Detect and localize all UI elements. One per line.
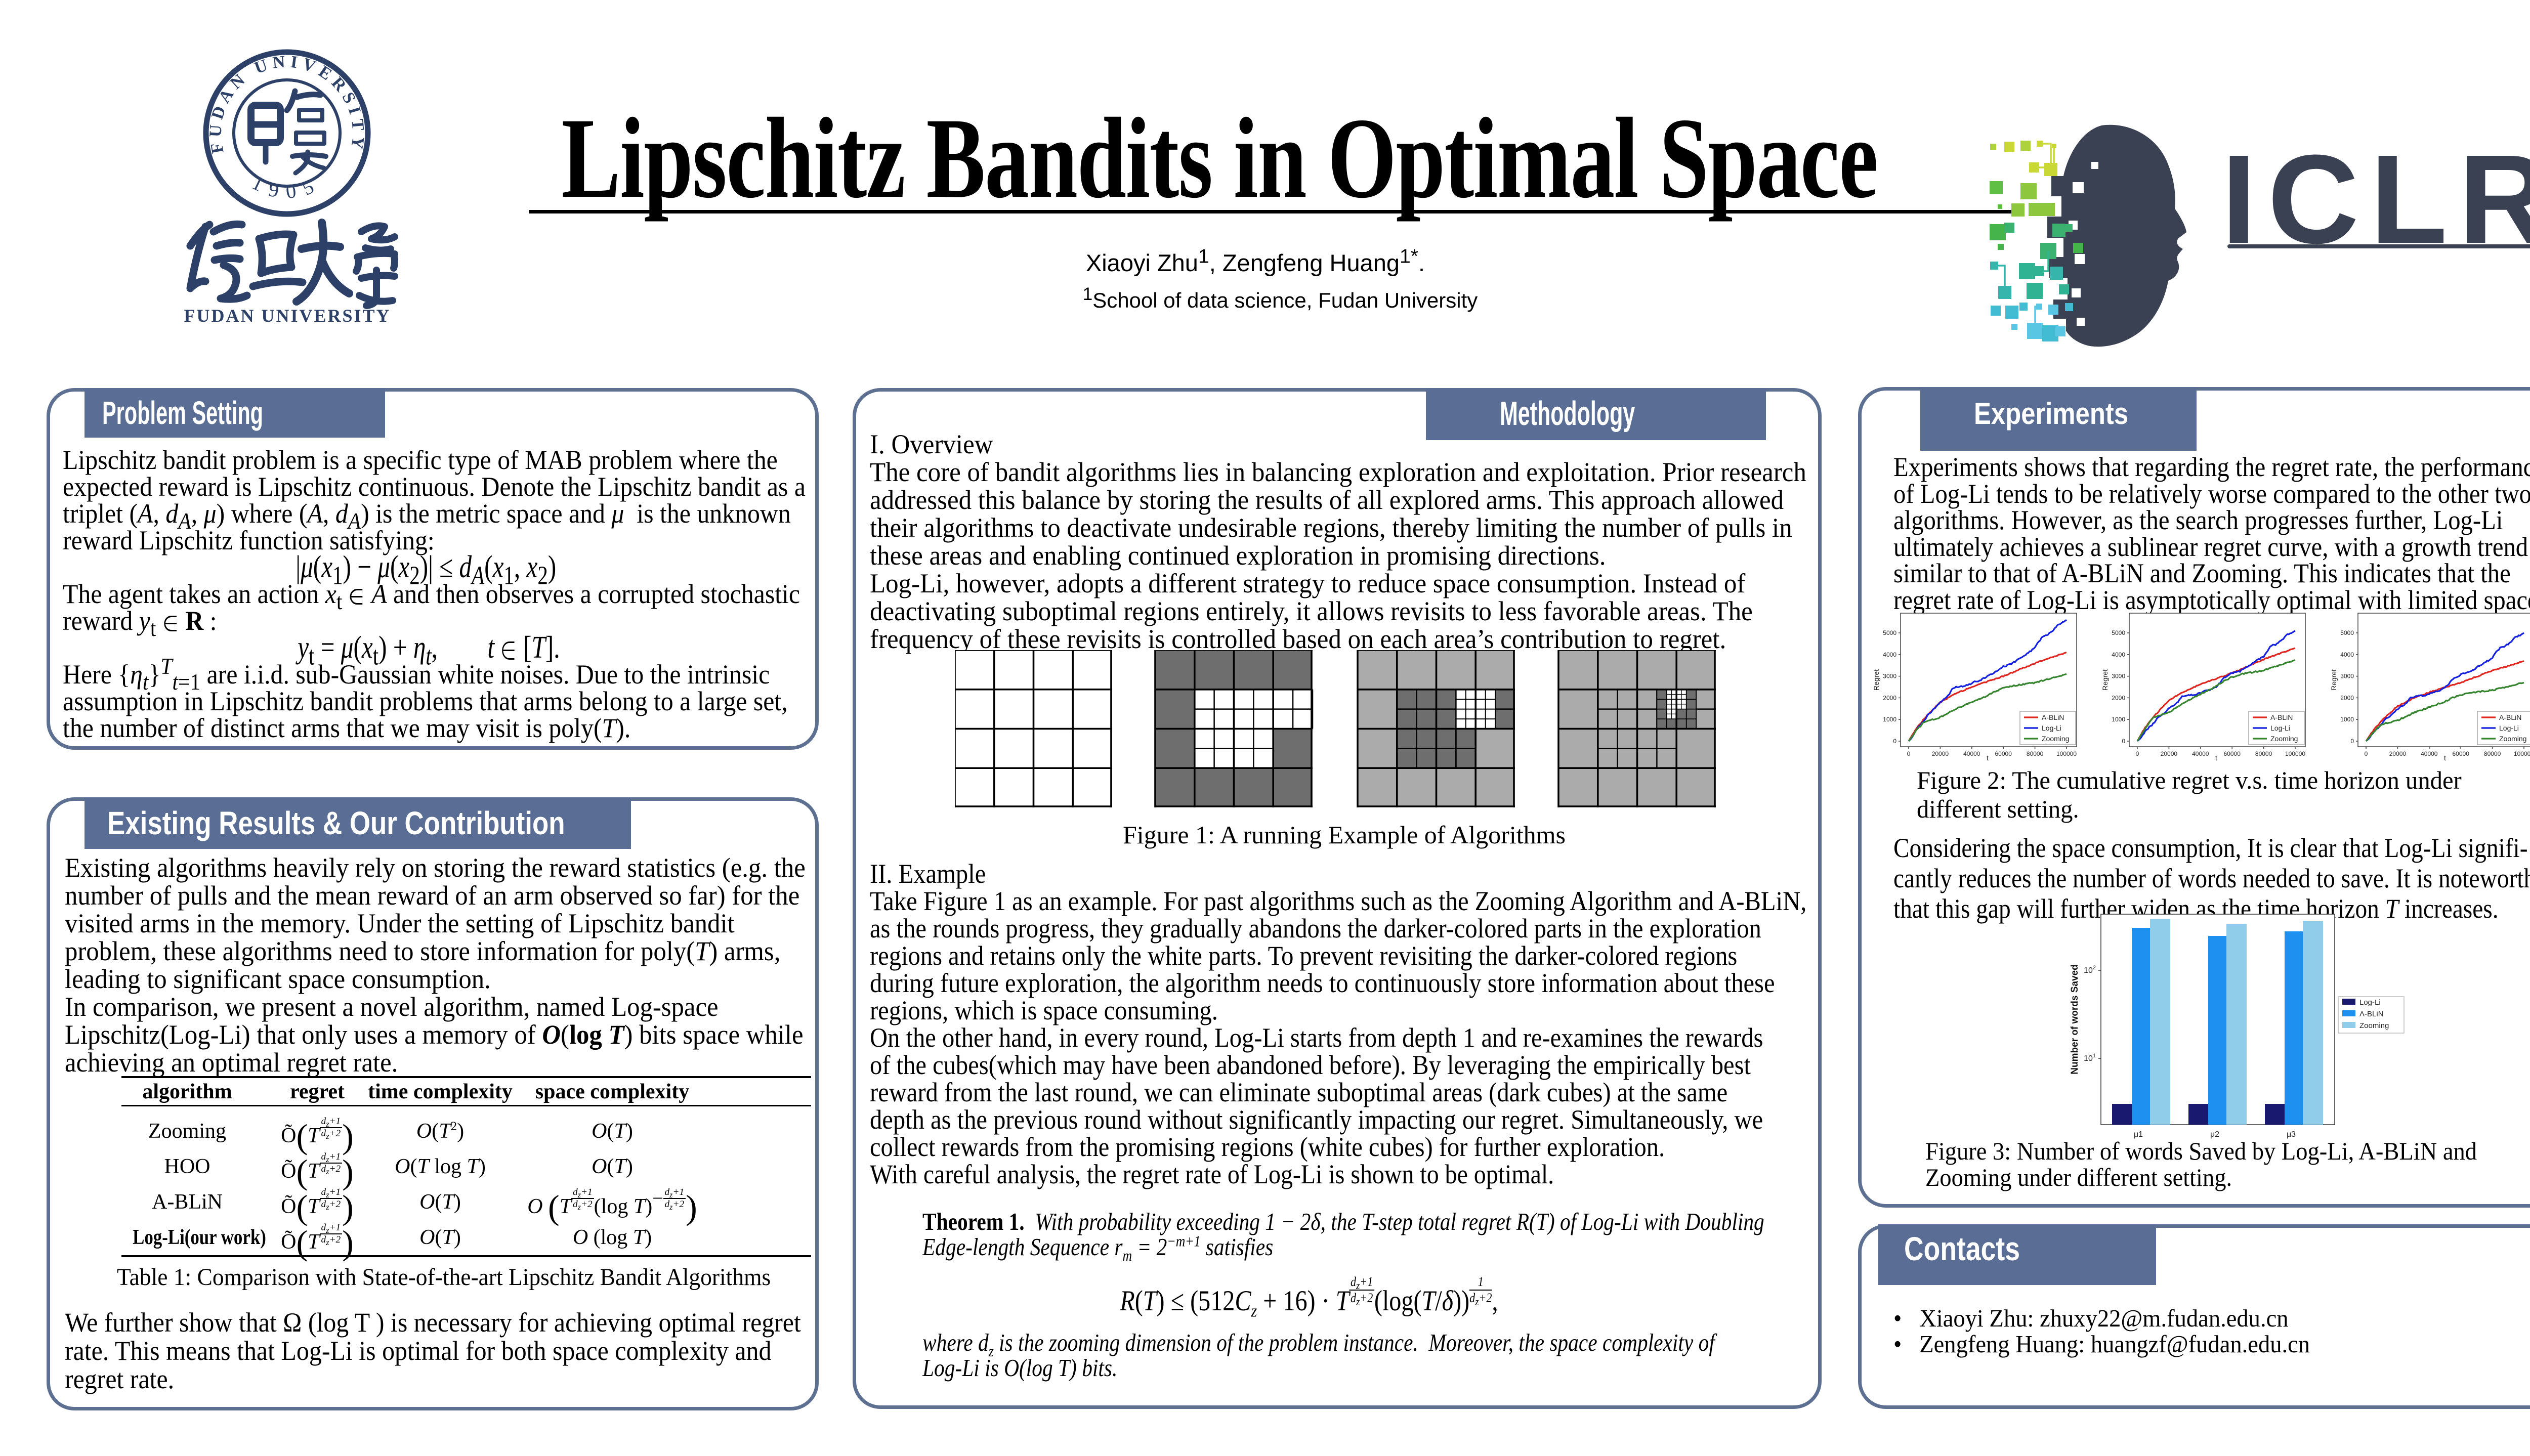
svg-text:5000: 5000 [1883, 629, 1896, 636]
svg-text:101: 101 [2084, 1053, 2096, 1063]
svg-text:Zooming: Zooming [2359, 1021, 2389, 1030]
svg-text:μ3: μ3 [2287, 1130, 2296, 1139]
svg-text:2000: 2000 [2112, 694, 2125, 701]
svg-text:102: 102 [2084, 965, 2096, 975]
svg-text:Regret: Regret [2101, 669, 2109, 691]
svg-text:Λ-BLiN: Λ-BLiN [2359, 1010, 2384, 1018]
svg-text:FUDAN UNIVERSITY: FUDAN UNIVERSITY [184, 306, 391, 326]
svg-text:Number of words Saved: Number of words Saved [2070, 964, 2080, 1075]
svg-text:Log-Li: Log-Li [2499, 724, 2519, 732]
svg-text:20000: 20000 [2389, 750, 2407, 757]
svg-text:60000: 60000 [2224, 750, 2241, 757]
svg-text:1000: 1000 [2112, 716, 2125, 723]
svg-text:1000: 1000 [1883, 716, 1896, 723]
svg-text:μ2: μ2 [2210, 1130, 2219, 1139]
svg-text:4000: 4000 [2112, 651, 2125, 658]
svg-text:0: 0 [2365, 750, 2368, 757]
svg-text:Zooming: Zooming [2270, 735, 2298, 743]
svg-text:100000: 100000 [2514, 750, 2530, 757]
svg-text:0: 0 [1893, 738, 1896, 745]
svg-text:Regret: Regret [1872, 669, 1880, 691]
svg-text:Zooming: Zooming [2499, 735, 2526, 743]
svg-text:2000: 2000 [1883, 694, 1896, 701]
svg-text:0: 0 [2350, 738, 2354, 745]
svg-text:1000: 1000 [2340, 716, 2354, 723]
svg-text:1905: 1905 [248, 171, 326, 203]
svg-text:4000: 4000 [1883, 651, 1896, 658]
svg-text:40000: 40000 [1963, 750, 1980, 757]
svg-text:2000: 2000 [2340, 694, 2354, 701]
svg-text:20000: 20000 [1932, 750, 1949, 757]
svg-text:60000: 60000 [2453, 750, 2470, 757]
svg-text:Log-Li: Log-Li [2042, 724, 2061, 732]
svg-text:0: 0 [2136, 750, 2139, 757]
svg-text:60000: 60000 [1995, 750, 2012, 757]
svg-text:100000: 100000 [2056, 750, 2077, 757]
svg-text:40000: 40000 [2192, 750, 2209, 757]
svg-text:80000: 80000 [2484, 750, 2501, 757]
svg-text:t: t [1987, 754, 1989, 761]
svg-text:5000: 5000 [2112, 629, 2125, 636]
svg-text:100000: 100000 [2285, 750, 2305, 757]
svg-text:3000: 3000 [2112, 673, 2125, 680]
svg-text:A-BLiN: A-BLiN [2042, 713, 2064, 721]
svg-text:0: 0 [2122, 738, 2125, 745]
svg-text:0: 0 [1907, 750, 1911, 757]
svg-text:A-BLiN: A-BLiN [2270, 713, 2293, 721]
svg-text:Regret: Regret [2330, 669, 2338, 691]
svg-text:μ1: μ1 [2134, 1130, 2143, 1139]
svg-text:A-BLiN: A-BLiN [2499, 713, 2521, 721]
svg-text:4000: 4000 [2340, 651, 2354, 658]
svg-text:FUDAN UNIVERSITY: FUDAN UNIVERSITY [206, 52, 367, 155]
svg-text:40000: 40000 [2421, 750, 2438, 757]
svg-text:80000: 80000 [2027, 750, 2044, 757]
svg-text:20000: 20000 [2161, 750, 2178, 757]
svg-text:t: t [2215, 754, 2217, 761]
svg-text:Log-Li: Log-Li [2270, 724, 2290, 732]
svg-text:5000: 5000 [2340, 629, 2354, 636]
svg-text:80000: 80000 [2255, 750, 2272, 757]
svg-text:Zooming: Zooming [2042, 735, 2069, 743]
svg-text:Log-Li: Log-Li [2359, 998, 2381, 1007]
svg-text:t: t [2444, 754, 2446, 761]
svg-text:3000: 3000 [1883, 673, 1896, 680]
svg-text:3000: 3000 [2340, 673, 2354, 680]
